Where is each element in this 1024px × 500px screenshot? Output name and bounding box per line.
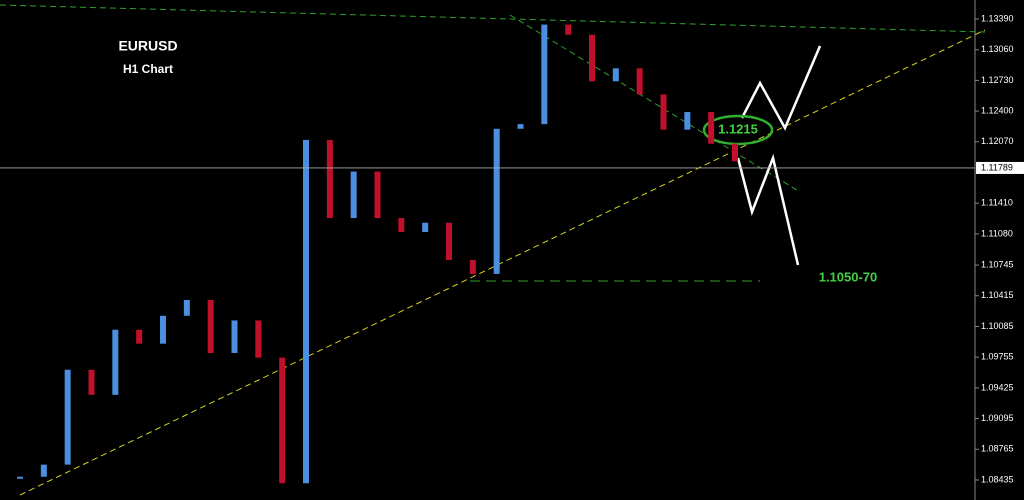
candle bbox=[160, 315, 166, 344]
y-tick-label: 1.11080 bbox=[981, 228, 1013, 238]
candle bbox=[40, 464, 47, 477]
candle bbox=[422, 222, 429, 233]
candle bbox=[64, 369, 71, 465]
candle bbox=[326, 139, 333, 219]
y-tick-label: 1.11410 bbox=[981, 198, 1013, 208]
current-price-box bbox=[976, 161, 1024, 174]
candle bbox=[732, 143, 738, 162]
chart-title: EURUSD bbox=[118, 38, 177, 54]
candle bbox=[350, 171, 357, 219]
candle bbox=[112, 329, 119, 395]
resistance-line bbox=[0, 4, 986, 33]
annotation: 1.1215 bbox=[718, 121, 758, 136]
candle bbox=[493, 128, 500, 274]
bearish-arrow bbox=[736, 153, 800, 266]
candle bbox=[136, 329, 143, 344]
candle bbox=[207, 299, 214, 353]
candle bbox=[589, 34, 595, 82]
y-tick-label: 1.08435 bbox=[981, 474, 1014, 484]
candle bbox=[446, 222, 452, 260]
y-tick-label: 1.13390 bbox=[981, 13, 1014, 23]
y-tick-label: 1.09425 bbox=[981, 382, 1014, 392]
candle bbox=[708, 112, 715, 144]
support-trendline bbox=[19, 29, 986, 496]
candle bbox=[17, 476, 23, 479]
y-tick-label: 1.12070 bbox=[981, 136, 1014, 146]
candle bbox=[541, 24, 548, 125]
candle bbox=[279, 357, 286, 484]
annotation: 1.1050-70 bbox=[819, 269, 878, 284]
candle bbox=[684, 112, 691, 130]
y-tick-label: 1.10415 bbox=[981, 290, 1014, 300]
candle bbox=[469, 259, 476, 274]
candle bbox=[88, 369, 95, 395]
candle bbox=[636, 68, 643, 95]
descending-trendline bbox=[509, 14, 801, 193]
candle bbox=[565, 24, 572, 35]
candle bbox=[517, 124, 524, 129]
candle bbox=[398, 218, 405, 233]
candle bbox=[183, 299, 190, 316]
y-tick-label: 1.09755 bbox=[981, 352, 1014, 362]
y-tick-label: 1.12400 bbox=[981, 105, 1014, 115]
candle bbox=[612, 68, 619, 82]
current-price-label: 1.11789 bbox=[981, 162, 1013, 172]
y-tick-label: 1.10085 bbox=[981, 321, 1014, 331]
candle bbox=[660, 94, 667, 130]
y-tick-label: 1.12730 bbox=[981, 75, 1014, 85]
candle bbox=[255, 320, 262, 358]
candle bbox=[231, 320, 238, 353]
candle bbox=[374, 171, 381, 219]
y-tick-label: 1.08765 bbox=[981, 444, 1014, 454]
candle bbox=[303, 139, 309, 484]
y-tick-label: 1.09095 bbox=[981, 413, 1014, 423]
y-tick-label: 1.10745 bbox=[981, 259, 1014, 269]
chart-subtitle: H1 Chart bbox=[123, 62, 173, 76]
bullish-arrow bbox=[740, 45, 822, 131]
y-tick-label: 1.13060 bbox=[981, 44, 1014, 54]
